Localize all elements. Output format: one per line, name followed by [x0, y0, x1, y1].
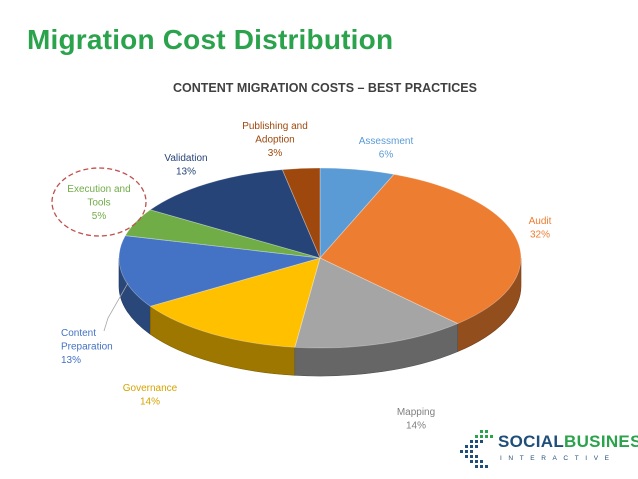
slice-label-audit: Audit 32%	[529, 216, 552, 241]
logo-word-business: BUSINESS	[564, 432, 638, 451]
slice-name-validation: Validation	[164, 153, 207, 164]
logo-word-social: SOCIAL	[498, 432, 565, 451]
slice-name-execution-and-tools-line-2: Tools	[87, 198, 110, 209]
slice-label-governance: Governance 14%	[123, 383, 178, 408]
slice-label-assessment: Assessment 6%	[359, 136, 414, 161]
slice-value-execution-and-tools: 5%	[92, 211, 107, 222]
slice-name-mapping: Mapping	[397, 407, 435, 418]
slice-name-execution-and-tools-line-1: Execution and	[67, 184, 130, 195]
slice-value-assessment: 6%	[379, 150, 394, 161]
pie-slice-audit	[319, 173, 522, 325]
slice-name-audit: Audit	[529, 216, 552, 227]
slice-name-content-preparation-line-2: Preparation	[61, 342, 113, 353]
logo-mark-icon	[460, 430, 493, 468]
slice-name-governance: Governance	[123, 383, 178, 394]
logo-wordmark: SOCIALBUSINESS	[498, 432, 638, 452]
pie-slice-execution-and-tools	[124, 209, 321, 259]
label-layer: Assessment6%Audit32%Mapping14%Governance…	[51, 121, 552, 432]
slice-value-validation: 13%	[176, 167, 196, 178]
slice-name-publishing-and-adoption-line-1: Publishing and	[242, 121, 308, 132]
pie-slice-validation	[149, 169, 321, 259]
page-title: Migration Cost Distribution	[27, 24, 394, 55]
pie-slice-assessment	[319, 167, 395, 260]
slice-label-publishing-and-adoption: Publishing and Adoption 3%	[242, 121, 308, 159]
pie-layer	[118, 167, 522, 377]
slice-value-publishing-and-adoption: 3%	[268, 148, 283, 159]
slice-value-content-preparation: 13%	[61, 355, 81, 366]
slice-label-execution-and-tools: Execution and Tools 5%	[67, 184, 130, 222]
social-business-logo: SOCIALBUSINESS INTERACTIVE	[458, 428, 638, 474]
pie-slice-governance	[149, 257, 321, 348]
chart-title: CONTENT MIGRATION COSTS – BEST PRACTICES	[173, 81, 477, 95]
pie-slice-mapping	[294, 257, 459, 349]
logo-tagline: INTERACTIVE	[500, 455, 616, 462]
highlight-circle	[51, 167, 147, 237]
slice-value-mapping: 14%	[406, 421, 426, 432]
slice-label-content-preparation: Content Preparation 13%	[61, 328, 113, 366]
slice-name-content-preparation-line-1: Content	[61, 328, 96, 339]
slice-label-mapping: Mapping 14%	[397, 407, 435, 432]
slice-value-governance: 14%	[140, 397, 160, 408]
slice-value-audit: 32%	[530, 230, 550, 241]
leader-line-content-preparation	[103, 282, 129, 332]
pie-slice-content-preparation	[118, 235, 321, 307]
pie-slice-publishing-and-adoption	[281, 167, 321, 259]
slice-name-publishing-and-adoption-line-2: Adoption	[255, 135, 294, 146]
slice-name-assessment: Assessment	[359, 136, 414, 147]
slice-label-validation: Validation 13%	[164, 153, 207, 178]
